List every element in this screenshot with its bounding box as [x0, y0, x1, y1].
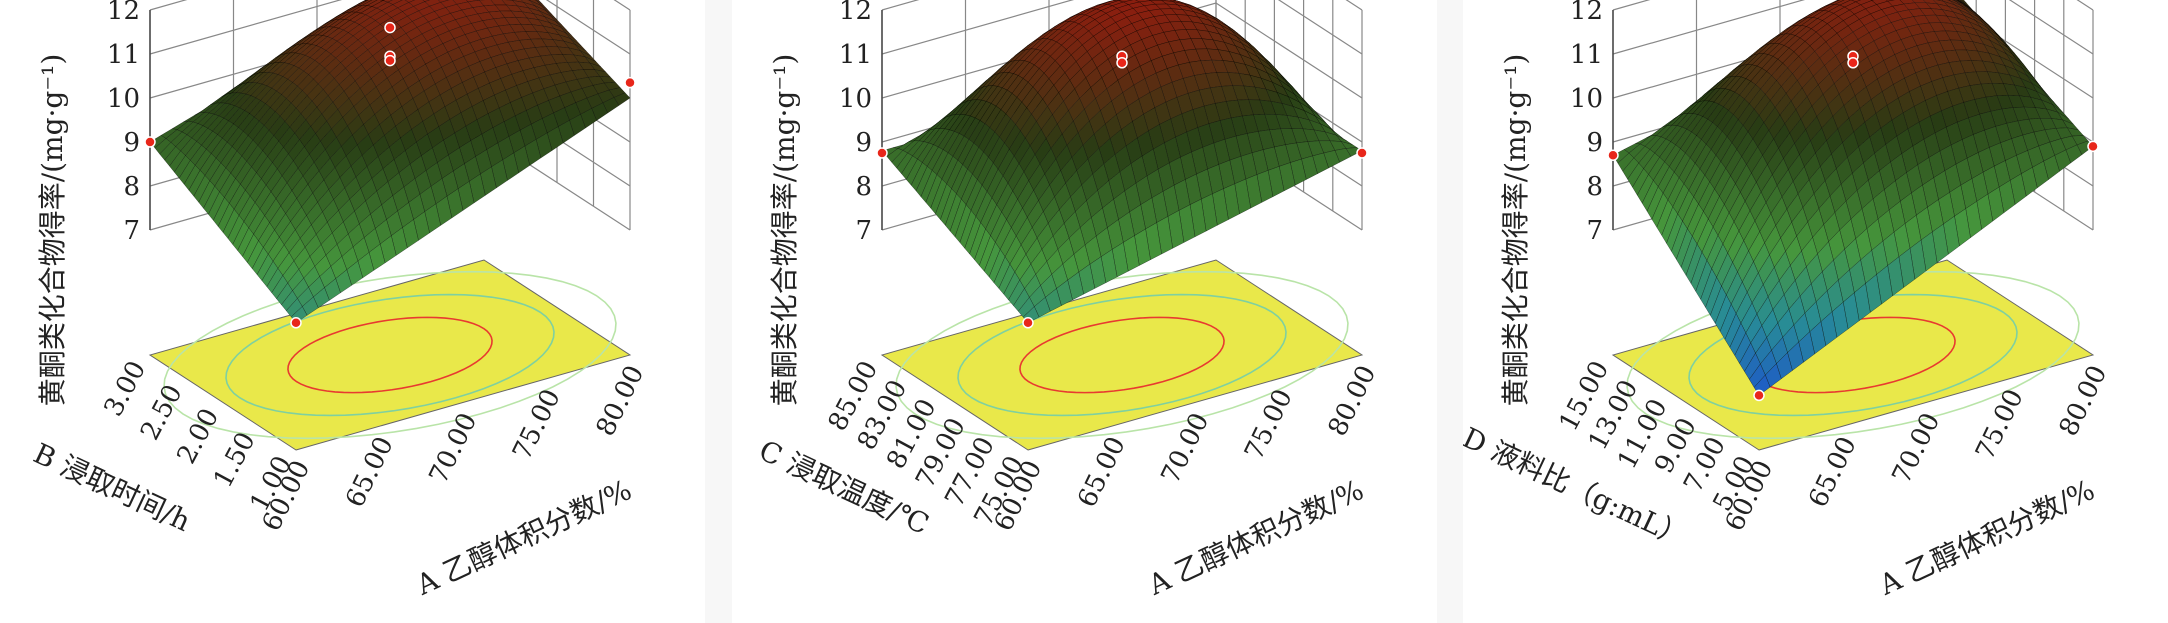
- contour-floor: [1611, 259, 2095, 451]
- z-axis-label: 黄酮类化合物得率/(mg·g⁻¹): [36, 54, 69, 407]
- contour-floor: [148, 259, 632, 451]
- contour-line: [957, 293, 1287, 417]
- z-gridline: [881, 0, 1363, 55]
- chart-panel-1: 7 8 9 10 11 12 黄酮类化合物得率/(mg·g⁻¹) 60.00 65.00 70.0…: [0, 0, 705, 623]
- z-tick-label: 11: [1570, 40, 1603, 70]
- z-tick-label: 11: [839, 40, 872, 70]
- response-surface: [1612, 0, 2094, 396]
- z-axis-label: 黄酮类化合物得率/(mg·g⁻¹): [768, 54, 801, 407]
- z-tick-label: 10: [107, 84, 140, 114]
- design-point: [144, 136, 156, 148]
- contour-line: [163, 270, 617, 440]
- z-tick-label: 12: [839, 0, 872, 26]
- x-tick-label: 75.00: [1239, 385, 1299, 465]
- z-tick-label: 7: [123, 216, 140, 246]
- z-tick-label: 10: [1570, 84, 1603, 114]
- contour-line: [1019, 316, 1225, 394]
- design-point: [384, 21, 396, 34]
- z-tick-label: 7: [1586, 216, 1603, 246]
- design-point: [1607, 149, 1619, 161]
- x-axis-label: A 乙醇体积分数/%: [410, 473, 636, 602]
- z-tick-label: 12: [1570, 0, 1603, 26]
- z-axis-label: 黄酮类化合物得率/(mg·g⁻¹): [1499, 54, 1532, 407]
- z-tick-label: 8: [123, 172, 140, 202]
- design-point: [876, 147, 888, 159]
- design-point: [290, 317, 302, 329]
- x-tick-label: 65.00: [340, 432, 400, 512]
- z-tick-label: 12: [107, 0, 140, 26]
- response-surface: [149, 0, 631, 324]
- x-tick-label: 65.00: [1072, 432, 1132, 512]
- z-tick-label: 7: [855, 216, 872, 246]
- contour-line: [225, 293, 555, 417]
- contour-floor: [880, 259, 1364, 451]
- x-tick-label: 80.00: [2054, 361, 2114, 441]
- design-point: [1356, 147, 1368, 159]
- z-tick-label: 8: [1586, 172, 1603, 202]
- x-tick-label: 70.00: [1156, 408, 1216, 488]
- y-tick-label: 2.00: [172, 404, 226, 469]
- response-surface: [881, 0, 1363, 324]
- chart-panel-2: 7 8 9 10 11 12 黄酮类化合物得率/(mg·g⁻¹) 60.00 65.00 70.0…: [732, 0, 1437, 623]
- x-tick-label: 80.00: [1323, 361, 1383, 441]
- z-tick-label: 8: [855, 172, 872, 202]
- chart-panel-3: 7 8 9 10 11 12 黄酮类化合物得率/(mg·g⁻¹) 60.00 65.00 70.0…: [1463, 0, 2168, 623]
- z-gridline: [1612, 0, 2094, 55]
- design-point: [1847, 57, 1859, 69]
- y-axis-label: D 液料比（g:mL）: [1463, 421, 1692, 554]
- x-tick-label: 65.00: [1803, 432, 1863, 512]
- design-point: [1022, 317, 1034, 329]
- z-tick-label: 10: [839, 84, 872, 114]
- z-tick-label: 9: [855, 128, 872, 158]
- y-tick-label: 1.50: [208, 427, 262, 492]
- contour-line: [287, 316, 493, 394]
- z-gridline: [149, 0, 631, 55]
- x-tick-label: 70.00: [424, 408, 484, 488]
- y-tick-label: 3.00: [99, 356, 153, 421]
- design-point: [2087, 140, 2099, 153]
- x-axis-label: A 乙醇体积分数/%: [1873, 473, 2099, 602]
- design-point: [1116, 57, 1128, 69]
- design-point: [1753, 389, 1765, 402]
- contour-line: [895, 270, 1349, 440]
- z-tick-label: 9: [1586, 128, 1603, 158]
- x-tick-label: 75.00: [1970, 385, 2030, 465]
- y-axis-label: B 浸取时间/h: [28, 437, 195, 538]
- z-tick-label: 11: [107, 40, 140, 70]
- x-tick-label: 80.00: [591, 361, 651, 441]
- design-point: [624, 76, 636, 89]
- x-tick-label: 75.00: [507, 385, 567, 465]
- x-axis-label: A 乙醇体积分数/%: [1142, 473, 1368, 602]
- z-tick-label: 9: [123, 128, 140, 158]
- x-tick-label: 70.00: [1887, 408, 1947, 488]
- design-point: [384, 54, 396, 67]
